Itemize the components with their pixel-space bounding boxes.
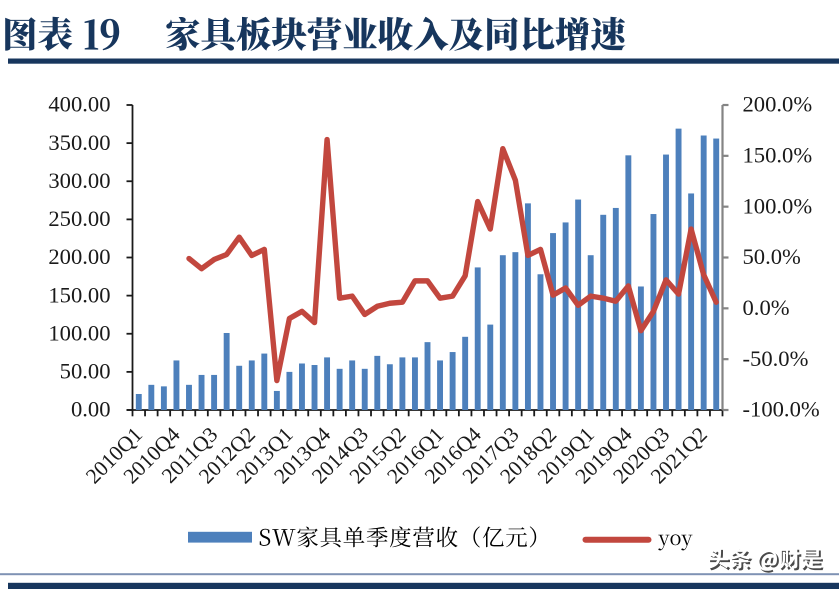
svg-text:100.0%: 100.0% <box>743 193 813 218</box>
svg-text:100.00: 100.00 <box>48 320 110 345</box>
svg-text:150.0%: 150.0% <box>743 143 813 168</box>
svg-text:350.00: 350.00 <box>48 130 110 155</box>
svg-text:-50.0%: -50.0% <box>743 346 809 371</box>
svg-text:300.00: 300.00 <box>48 168 110 193</box>
svg-text:0.00: 0.00 <box>71 397 111 422</box>
svg-text:150.00: 150.00 <box>48 282 110 307</box>
svg-text:250.00: 250.00 <box>48 206 110 231</box>
svg-text:0.0%: 0.0% <box>743 295 790 320</box>
svg-text:50.0%: 50.0% <box>743 244 802 269</box>
svg-text:400.00: 400.00 <box>48 92 110 117</box>
svg-text:200.00: 200.00 <box>48 244 110 269</box>
svg-text:50.00: 50.00 <box>60 359 111 384</box>
svg-text:200.0%: 200.0% <box>743 92 813 117</box>
svg-text:-100.0%: -100.0% <box>743 397 820 422</box>
